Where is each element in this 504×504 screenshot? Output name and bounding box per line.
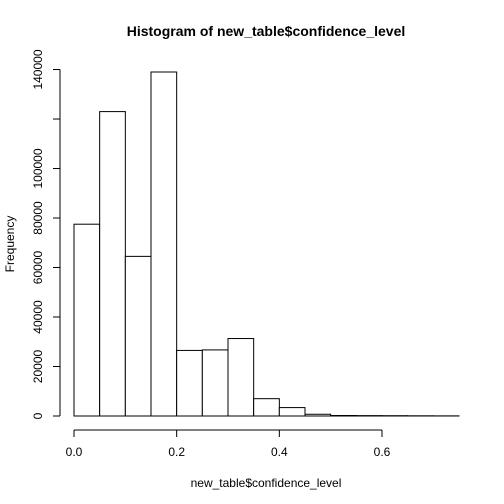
y-tick-label: 40000	[31, 300, 45, 334]
histogram-bar-2	[124, 255, 152, 417]
histogram-bar-0	[73, 223, 101, 417]
y-tick-label: 20000	[31, 349, 45, 383]
x-tick-label: 0.6	[374, 445, 391, 459]
histogram-bar-4	[176, 349, 203, 417]
histogram-bar-5	[201, 349, 229, 417]
histogram-bar-8	[278, 407, 306, 417]
bars-group	[73, 71, 460, 417]
x-tick-label: 0.4	[271, 445, 288, 459]
y-axis-label: Frequency	[3, 216, 17, 273]
x-axis: 0.0 0.2 0.4 0.6	[66, 429, 391, 459]
histogram-bar-3	[150, 71, 178, 417]
y-tick-label: 100000	[31, 148, 45, 188]
y-tick-label: 60000	[31, 251, 45, 285]
chart-title: Histogram of new_table$confidence_level	[127, 23, 406, 39]
y-tick-label: 80000	[31, 201, 45, 235]
histogram-bar-6	[227, 338, 255, 417]
x-tick-label: 0.2	[168, 445, 185, 459]
y-axis: 0 20000 40000 60000 80000 100000 140000	[31, 49, 61, 419]
x-axis-label: new_table$confidence_level	[191, 476, 342, 490]
y-tick-label: 140000	[31, 49, 45, 89]
histogram-bar-9	[304, 413, 332, 417]
histogram-bar-1	[99, 111, 126, 417]
histogram-bar-7	[253, 398, 280, 417]
x-tick-label: 0.0	[66, 445, 83, 459]
y-tick-label: 0	[31, 412, 45, 419]
